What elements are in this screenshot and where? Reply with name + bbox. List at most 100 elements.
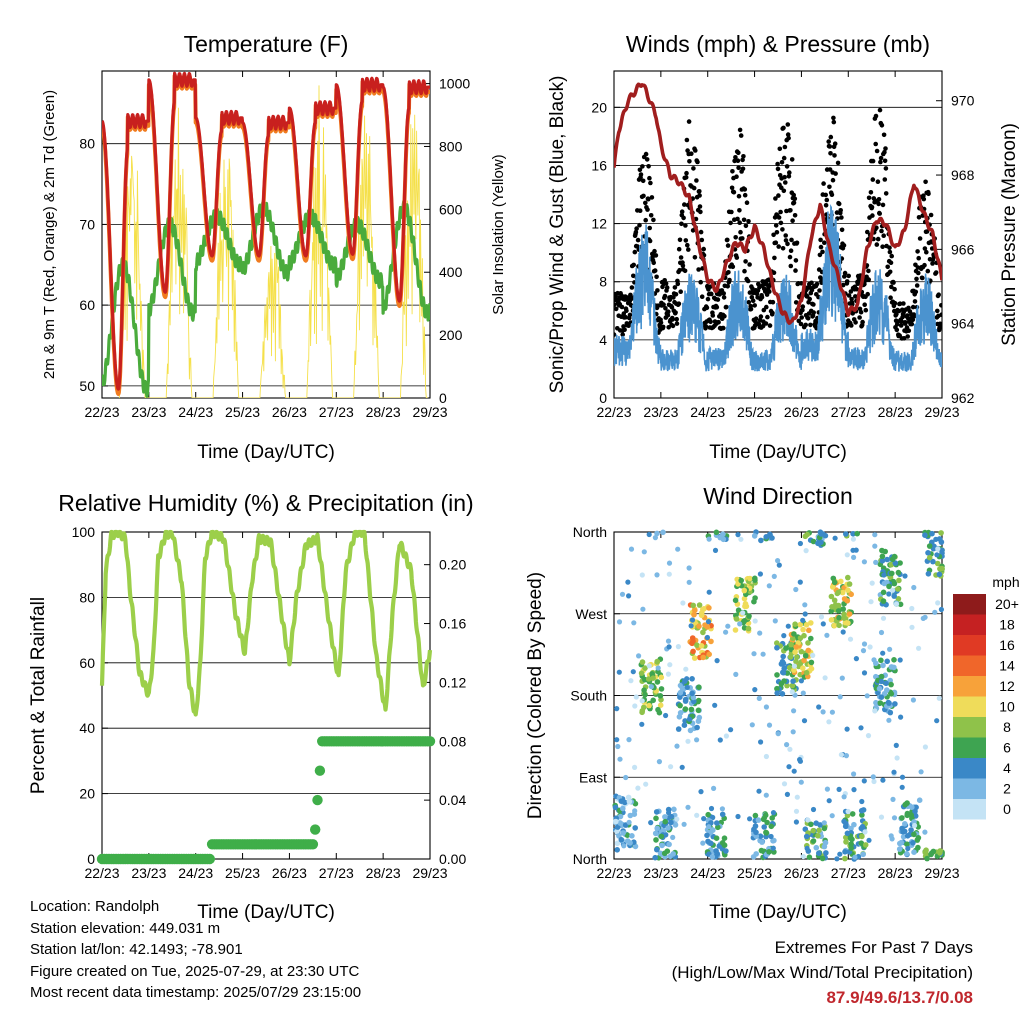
direction-point <box>662 818 668 825</box>
gust-point <box>828 134 834 140</box>
y-tick-label: 16 <box>591 157 607 173</box>
colorbar-label: 10 <box>999 699 1015 715</box>
gust-point <box>714 305 720 310</box>
direction-point <box>618 836 625 843</box>
direction-point <box>751 651 757 657</box>
gust-point <box>759 294 765 300</box>
gust-point <box>665 313 671 318</box>
gust-point <box>725 243 731 248</box>
gust-point <box>742 192 748 198</box>
direction-point <box>706 536 712 542</box>
direction-point <box>790 729 796 735</box>
direction-point <box>886 717 892 723</box>
x-tick-label: 24/23 <box>690 404 725 420</box>
direction-point <box>871 778 877 785</box>
y-tick-label: 20 <box>79 786 95 802</box>
direction-point <box>698 643 705 649</box>
gust-point <box>901 301 906 306</box>
direction-point <box>792 649 798 655</box>
direction-point <box>751 533 758 539</box>
gust-point <box>647 175 652 181</box>
direction-point <box>934 718 940 724</box>
gust-point <box>881 132 887 138</box>
colorbar-swatch <box>953 614 986 635</box>
direction-point <box>631 620 637 626</box>
gust-point <box>836 201 842 207</box>
direction-point <box>770 845 776 851</box>
gust-point <box>817 252 823 258</box>
direction-point <box>686 565 692 571</box>
direction-point <box>889 836 895 842</box>
y-tick-label: South <box>570 688 607 704</box>
direction-point <box>666 644 672 650</box>
direction-point <box>758 537 764 544</box>
gust-point <box>824 197 830 203</box>
direction-point <box>810 652 816 659</box>
direction-point <box>843 834 849 841</box>
gust-point <box>776 215 782 220</box>
colorbar-swatch <box>953 799 986 820</box>
gust-point <box>828 151 833 156</box>
direction-point <box>700 840 706 846</box>
gust-point <box>883 191 889 196</box>
gust-point <box>913 289 919 295</box>
direction-point <box>768 833 774 840</box>
gust-point <box>698 229 704 235</box>
direction-point <box>860 851 866 858</box>
gust-point <box>811 310 816 315</box>
direction-point <box>674 816 680 822</box>
gust-point <box>696 267 701 272</box>
gust-point <box>638 172 644 177</box>
gust-point <box>829 192 835 197</box>
direction-point <box>628 678 634 684</box>
direction-point <box>752 595 758 601</box>
direction-point <box>708 840 714 847</box>
direction-point <box>915 835 922 841</box>
direction-point <box>789 682 796 689</box>
direction-point <box>752 575 758 582</box>
gust-point <box>780 227 785 232</box>
direction-point <box>714 658 720 664</box>
y2-tick-label: 970 <box>951 93 975 109</box>
gust-point <box>876 197 882 202</box>
gust-point <box>844 279 850 284</box>
direction-point <box>772 618 778 624</box>
direction-point <box>886 591 892 597</box>
direction-point <box>813 844 820 851</box>
gust-point <box>623 315 628 320</box>
gust-point <box>635 237 641 243</box>
gust-point <box>916 215 922 220</box>
direction-point <box>845 620 851 626</box>
created-text: Figure created on Tue, 2025-07-29, at 23… <box>30 962 360 980</box>
direction-point <box>878 678 885 685</box>
y-tick-label: 80 <box>79 136 95 152</box>
direction-point <box>892 701 898 707</box>
rh-line <box>99 529 433 717</box>
gust-point <box>691 166 696 171</box>
direction-point <box>646 663 652 669</box>
x-tick-label: 29/23 <box>412 865 447 881</box>
direction-point <box>859 798 865 805</box>
direction-point <box>880 650 886 656</box>
direction-point <box>837 694 843 700</box>
gust-point <box>738 229 743 235</box>
gust-point <box>710 313 716 318</box>
y-axis-label: Percent & Total Rainfall <box>28 597 49 794</box>
direction-point <box>639 572 645 578</box>
x-tick-label: 29/23 <box>924 404 959 420</box>
gust-point <box>734 255 740 260</box>
gust-point <box>676 246 682 252</box>
y2-axis-label: Solar Insolation (Yellow) <box>490 154 507 314</box>
direction-point <box>861 670 868 676</box>
gust-point <box>818 237 823 243</box>
direction-point <box>770 810 777 816</box>
direction-point <box>791 768 797 774</box>
gust-point <box>701 246 706 252</box>
direction-point <box>633 694 639 700</box>
direction-point <box>694 724 700 731</box>
gust-point <box>928 212 934 218</box>
gust-point <box>830 177 836 183</box>
gust-point <box>640 178 646 184</box>
gust-point <box>778 209 783 215</box>
direction-point <box>861 778 867 784</box>
